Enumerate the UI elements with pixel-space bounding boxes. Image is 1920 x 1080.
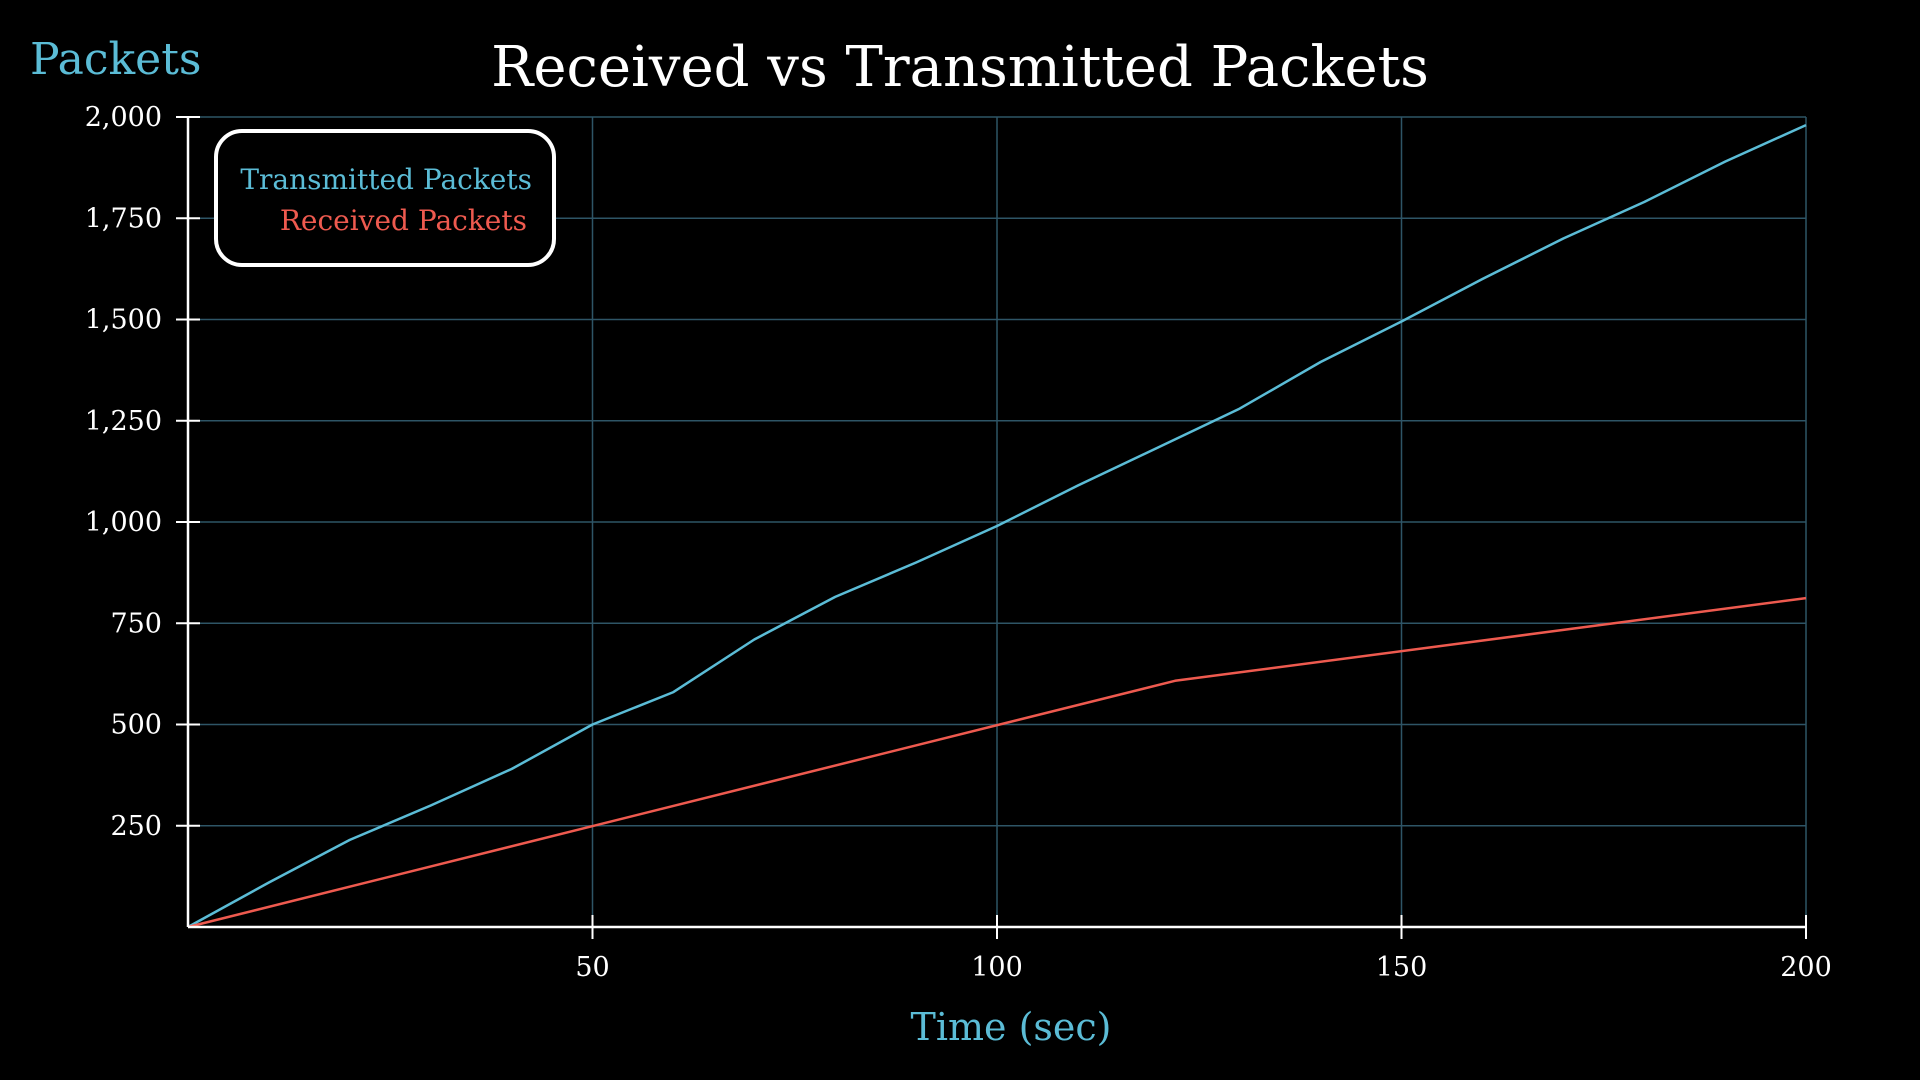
legend-box — [214, 129, 556, 267]
y-tick-label: 750 — [110, 608, 162, 639]
series-layer — [187, 123, 1807, 929]
x-tick-label: 100 — [971, 952, 1023, 983]
y-tick-label: 1,000 — [85, 507, 162, 538]
legend-entry-transmitted: Transmitted Packets — [240, 163, 532, 196]
x-tick-label: 200 — [1780, 952, 1832, 983]
x-tick-label: 150 — [1376, 952, 1428, 983]
series-line-received — [187, 596, 1807, 929]
y-tick-label: 1,500 — [85, 305, 162, 336]
y-tick-label: 2,000 — [85, 102, 162, 133]
y-axis-label: Packets — [30, 34, 201, 85]
y-tick-label: 250 — [110, 811, 162, 842]
chart-title: Received vs Transmitted Packets — [491, 35, 1429, 100]
series-line-transmitted — [187, 123, 1807, 929]
legend-entry-received: Received Packets — [280, 204, 527, 237]
legend: Transmitted Packets Received Packets — [214, 129, 556, 267]
y-tick-label: 1,250 — [85, 406, 162, 437]
y-tick-label: 500 — [110, 710, 162, 741]
tick-labels: 250 500 750 1,000 1,250 1,500 1,750 2,000 50 100 1… — [85, 102, 1832, 983]
x-axis-label: Time (sec) — [910, 1005, 1111, 1049]
y-tick-label: 1,750 — [85, 203, 162, 234]
x-tick-label: 50 — [575, 952, 609, 983]
